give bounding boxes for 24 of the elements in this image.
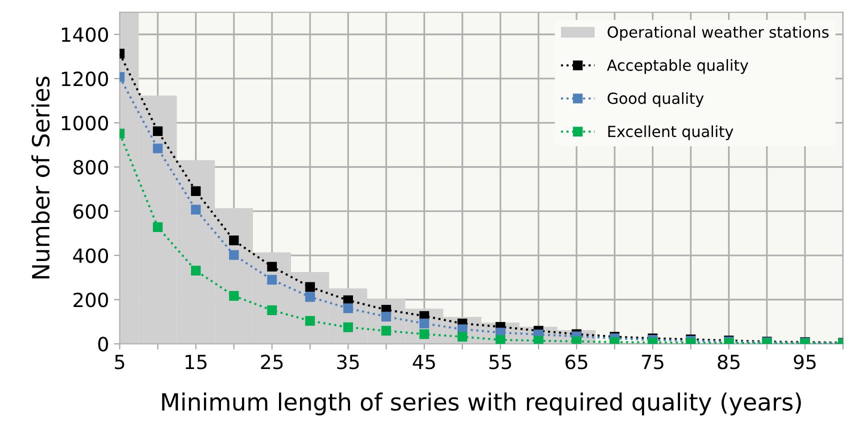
x-axis-title: Minimum length of series with required quality (years) [162, 392, 801, 416]
y-tick-label: 800 [73, 160, 108, 175]
x-tick-label: 35 [337, 354, 359, 370]
x-tick-label: 45 [412, 354, 435, 370]
y-tick-label: 200 [74, 292, 108, 308]
y-tick-label: 1200 [62, 72, 108, 86]
x-tick-label: 85 [718, 354, 740, 370]
x-tick-label: 75 [642, 354, 664, 370]
legend-label: Operational weather stations [608, 26, 829, 41]
x-tick-label: 95 [794, 354, 816, 370]
y-tick-label: 0 [98, 336, 108, 352]
y-tick-label: 1400 [62, 27, 108, 42]
y-tick-label: 600 [74, 204, 108, 219]
y-tick-label: 400 [73, 248, 108, 264]
legend-label: Acceptable quality [606, 59, 748, 74]
x-tick-label: 65 [566, 354, 588, 370]
x-tick-label: 5 [115, 354, 124, 370]
y-axis-title: Number of Series [31, 76, 50, 278]
legend-label: Excellent quality [608, 125, 734, 140]
y-tick-label: 1000 [62, 116, 108, 130]
x-tick-label: 55 [490, 354, 512, 370]
x-tick-label: 15 [186, 354, 207, 370]
legend-label: Good quality [608, 92, 704, 108]
x-tick-label: 25 [261, 354, 283, 370]
